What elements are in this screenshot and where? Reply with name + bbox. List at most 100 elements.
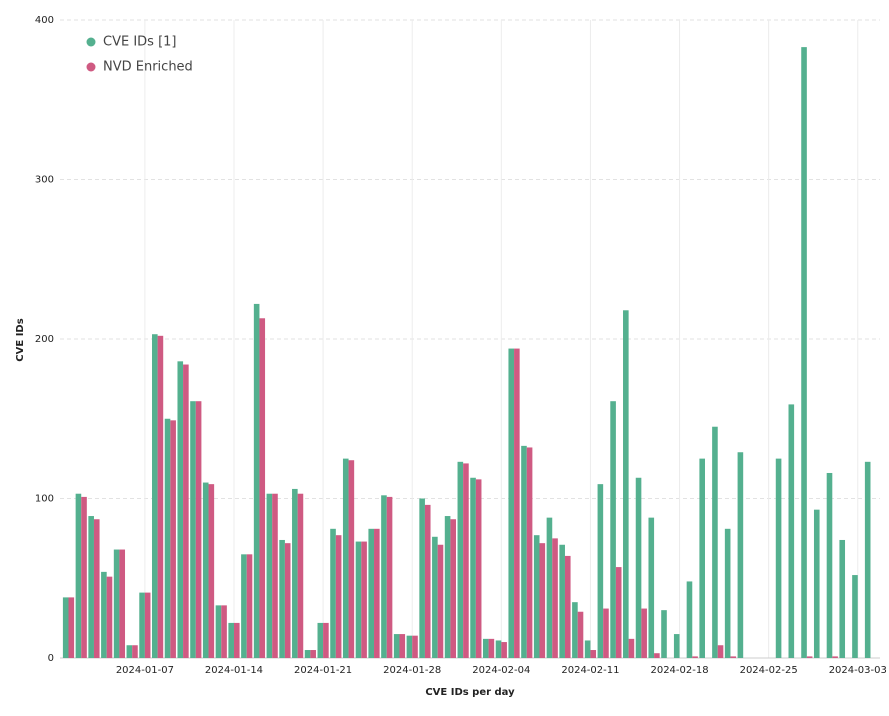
bar [724, 528, 731, 658]
bar [813, 509, 820, 658]
x-axis-title: CVE IDs per day [425, 687, 515, 698]
bar [832, 656, 838, 658]
legend-label: CVE IDs [1] [103, 35, 176, 50]
legend-marker [86, 37, 96, 47]
bar [717, 645, 724, 658]
legend-label: NVD Enriched [103, 60, 193, 75]
bar [699, 458, 705, 658]
bar [208, 484, 215, 658]
bar [297, 493, 304, 658]
bar [737, 452, 744, 658]
bar [361, 541, 367, 658]
bar [623, 310, 629, 658]
bar [323, 622, 329, 658]
bar [144, 592, 151, 658]
bar [788, 404, 795, 658]
bar [381, 495, 387, 658]
bar [508, 348, 515, 658]
bar [228, 622, 234, 658]
bar [463, 463, 469, 658]
bar [139, 592, 145, 658]
bar [661, 610, 667, 658]
x-tick-label: 2024-01-14 [205, 665, 263, 676]
bar [393, 634, 400, 658]
y-tick-label: 300 [35, 175, 54, 186]
x-tick-label: 2024-02-04 [472, 665, 530, 676]
bar [292, 488, 298, 658]
bar [233, 622, 240, 658]
x-tick-label: 2024-02-11 [561, 665, 619, 676]
bar [450, 519, 456, 658]
bar [482, 638, 489, 658]
bar [164, 418, 171, 658]
bar [712, 426, 718, 658]
bar [597, 484, 604, 658]
bar [864, 461, 871, 658]
bar [284, 543, 291, 658]
bar [495, 640, 502, 658]
bar [342, 458, 349, 658]
bar [88, 516, 94, 658]
bar [692, 656, 698, 658]
bar [444, 516, 451, 658]
y-axis-title: CVE IDs [15, 318, 26, 361]
bar [628, 638, 635, 658]
bar [62, 597, 69, 658]
bar [81, 496, 87, 658]
bar [195, 401, 202, 658]
bar [310, 650, 316, 658]
bar [457, 461, 464, 658]
bar [475, 479, 482, 658]
bar [317, 622, 324, 658]
bar [775, 458, 782, 658]
bar [852, 575, 858, 658]
legend-marker [86, 62, 96, 72]
bar [368, 528, 375, 658]
bar [101, 571, 107, 658]
bar [521, 445, 527, 658]
bar [673, 634, 680, 658]
bar [202, 482, 209, 658]
bar [419, 498, 425, 658]
bar [304, 650, 311, 658]
bar [584, 640, 591, 658]
y-tick-label: 0 [48, 653, 54, 664]
y-tick-label: 100 [35, 494, 54, 505]
bar [170, 420, 176, 658]
bar [641, 608, 647, 658]
bar [546, 517, 553, 658]
bar [279, 539, 285, 658]
bar [266, 493, 273, 658]
bar [488, 638, 495, 658]
bar [113, 549, 120, 658]
x-tick-label: 2024-01-21 [294, 665, 352, 676]
bar [526, 447, 533, 658]
bar [572, 602, 578, 658]
x-tick-label: 2024-03-03 [829, 665, 887, 676]
bar [272, 493, 278, 658]
bar [241, 554, 247, 658]
bar [253, 303, 260, 658]
bar [190, 401, 196, 658]
bar [564, 555, 571, 658]
bar [412, 635, 418, 658]
bar [826, 472, 833, 658]
y-tick-label: 200 [35, 334, 54, 345]
bar [501, 642, 507, 658]
bar [348, 460, 355, 658]
bar [686, 581, 693, 658]
bar [539, 543, 546, 658]
bar [730, 656, 737, 658]
bar [246, 554, 253, 658]
bar [806, 656, 813, 658]
bar [386, 496, 393, 658]
bar [126, 645, 133, 658]
bar [183, 364, 189, 658]
bar [801, 47, 807, 659]
bar [106, 576, 113, 658]
bar [559, 544, 565, 658]
bar [577, 611, 584, 658]
x-tick-label: 2024-01-07 [116, 665, 174, 676]
bar [68, 597, 75, 658]
